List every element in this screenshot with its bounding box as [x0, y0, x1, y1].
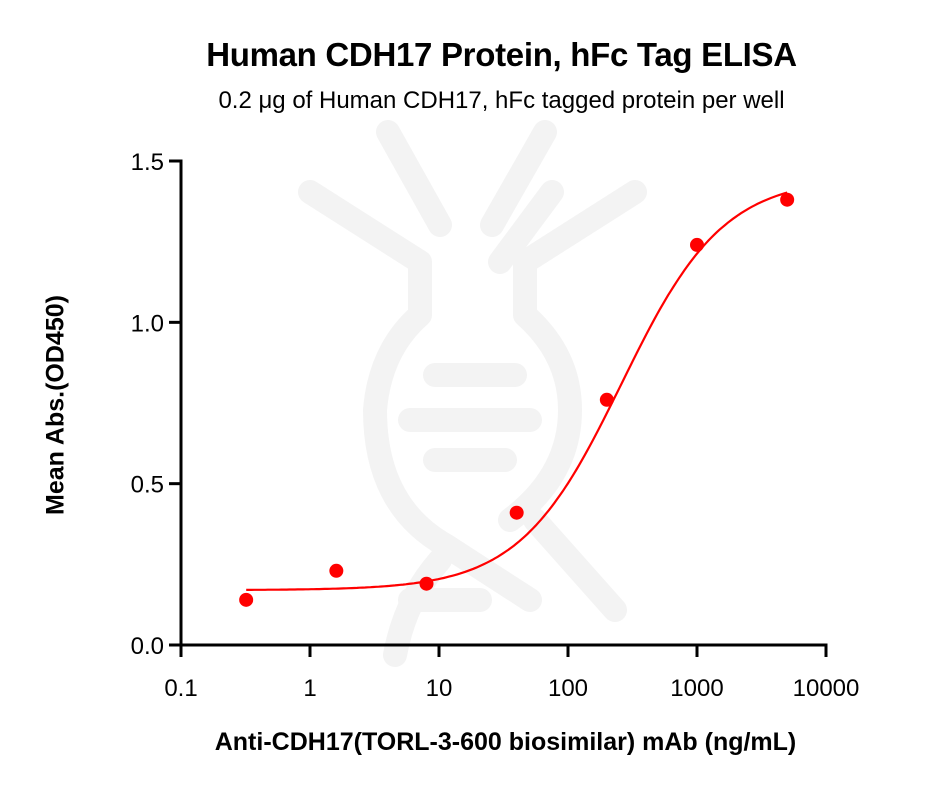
chart-subtitle: 0.2 μg of Human CDH17, hFc tagged protei…: [218, 87, 785, 114]
y-tick-label: 0.5: [131, 472, 164, 499]
y-tick-label: 1.5: [131, 149, 164, 176]
tick-labels: 0.0 0.5 1.0 1.5 0.1 1 10 100 1000 10000: [131, 149, 860, 702]
data-point: [419, 576, 434, 591]
data-point: [599, 392, 614, 407]
x-tick-label: 1: [303, 675, 316, 702]
dna-watermark-icon: [298, 120, 647, 667]
x-axis-label: Anti-CDH17(TORL-3-600 biosimilar) mAb (n…: [214, 728, 797, 756]
x-tick-label: 10: [426, 675, 453, 702]
data-point: [509, 505, 524, 520]
axes: [169, 159, 828, 657]
data-points: [239, 192, 795, 607]
data-point: [329, 563, 344, 578]
chart-title: Human CDH17 Protein, hFc Tag ELISA: [206, 36, 797, 73]
x-tick-label: 1000: [670, 675, 723, 702]
x-tick-label: 100: [548, 675, 588, 702]
y-tick-label: 1.0: [131, 310, 164, 337]
data-point: [780, 192, 795, 207]
fit-curve: [246, 191, 788, 591]
x-tick-label: 10000: [793, 675, 860, 702]
x-tick-label: 0.1: [164, 675, 197, 702]
y-tick-label: 0.0: [131, 633, 164, 660]
data-point: [239, 592, 254, 607]
data-point: [690, 237, 704, 252]
